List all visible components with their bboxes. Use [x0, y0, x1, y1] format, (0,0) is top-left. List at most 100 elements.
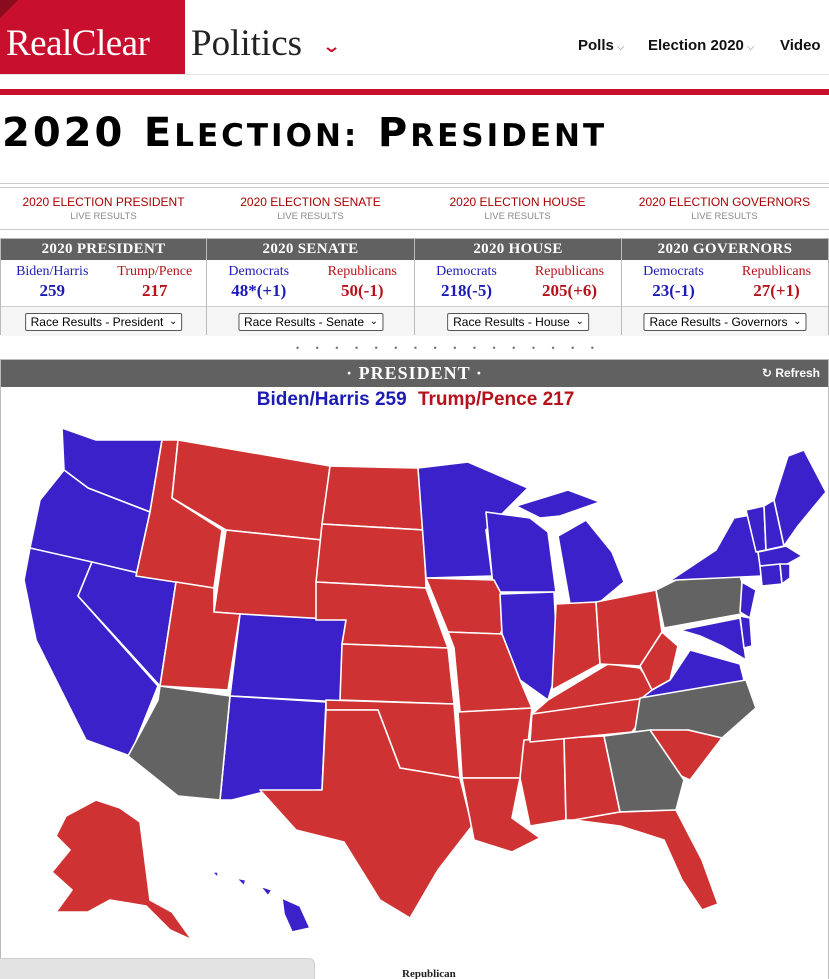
refresh-button[interactable]: ↻ Refresh [762, 366, 820, 380]
select-value: Race Results - Governors [649, 315, 788, 329]
state-sd[interactable] [315, 523, 427, 589]
state-ks[interactable] [339, 643, 455, 705]
state-ct[interactable] [759, 563, 783, 587]
pagination-dots: • • • • • • • • • • • • • • • • [296, 343, 601, 353]
results-links: 2020 ELECTION PRESIDENT LIVE RESULTS 2020… [0, 195, 829, 225]
rep-score-label: Trump/Pence 217 [417, 389, 575, 410]
summary-left-name: Biden/Harris [16, 264, 89, 279]
summary-header: 2020 GOVERNORS [622, 239, 828, 260]
state-ny[interactable] [667, 513, 763, 583]
red-divider [0, 89, 829, 95]
state-mi[interactable] [557, 519, 625, 605]
summary-right-value: 205(+6) [541, 281, 597, 300]
state-ri[interactable] [779, 563, 791, 585]
map-score: Biden/Harris 259 Trump/Pence 217 [1, 389, 829, 411]
map-header-title: · PRESIDENT · [346, 363, 483, 383]
summary-left-name: Democrats [436, 264, 497, 279]
link-subtitle: LIVE RESULTS [277, 211, 344, 222]
legend-republican-label: Republican [402, 968, 456, 979]
state-fl[interactable] [573, 809, 719, 911]
state-az[interactable] [127, 685, 231, 801]
nav-polls-label: Polls [578, 37, 614, 54]
summary-header: 2020 HOUSE [415, 239, 621, 260]
state-mi-up[interactable] [515, 489, 601, 519]
summary-right-value: 27(+1) [753, 281, 800, 300]
title-year: 2020 [2, 110, 126, 156]
link-title: 2020 ELECTION HOUSE [449, 195, 586, 209]
refresh-icon: ↻ [761, 366, 772, 380]
state-ak[interactable] [51, 799, 193, 941]
divider [0, 229, 829, 230]
nav-election-2020[interactable]: Election 2020 ⌵ [648, 37, 754, 54]
title-e: E [143, 110, 175, 156]
logo-corner [0, 0, 18, 18]
summary-right-value: 50(-1) [341, 281, 384, 300]
select-value: Race Results - House [453, 315, 570, 329]
summary-header: 2020 SENATE [207, 239, 414, 260]
link-subtitle: LIVE RESULTS [484, 211, 551, 222]
chevron-down-icon: ⌄ [168, 316, 178, 327]
dem-score-label: Biden/Harris 259 [256, 389, 407, 410]
summary-left-value: 218(-5) [441, 281, 492, 300]
nav-video[interactable]: Video [780, 37, 821, 54]
summary-row: 2020 PRESIDENT Biden/Harris 259 Trump/Pen… [0, 238, 829, 336]
state-md[interactable] [679, 617, 747, 661]
summary-right-name: Trump/Pence [117, 264, 193, 279]
state-hi[interactable] [211, 871, 311, 933]
chevron-down-icon: ⌄ [369, 316, 379, 327]
chevron-down-icon: ⌵ [746, 42, 755, 53]
summary-governors: 2020 GOVERNORS Democrats 23(-1) Republica… [621, 238, 829, 336]
state-de[interactable] [739, 615, 753, 649]
state-ms[interactable] [519, 737, 567, 827]
chevron-down-icon: ⌄ [575, 316, 584, 327]
state-wv[interactable] [639, 631, 679, 691]
race-results-select[interactable]: Race Results - President ⌄ [24, 313, 183, 331]
summary-right-name: Republicans [741, 264, 812, 279]
site-logo[interactable]: RealClear [0, 0, 185, 74]
link-election-house[interactable]: 2020 ELECTION HOUSE LIVE RESULTS [414, 195, 621, 222]
nav-polls[interactable]: Polls ⌵ [578, 37, 624, 54]
summary-left-name: Democrats [643, 264, 704, 279]
state-nm[interactable] [219, 695, 327, 801]
link-subtitle: LIVE RESULTS [691, 211, 758, 222]
us-electoral-map [23, 427, 827, 941]
state-nd[interactable] [321, 465, 425, 531]
state-me[interactable] [773, 449, 827, 547]
chevron-down-icon[interactable]: ⌄ [321, 36, 342, 56]
state-co[interactable] [229, 613, 347, 703]
logo-politics-text[interactable]: Politics [191, 23, 303, 64]
link-title: 2020 ELECTION PRESIDENT [22, 195, 185, 209]
state-nj[interactable] [739, 581, 757, 619]
race-results-select[interactable]: Race Results - Governors ⌄ [643, 313, 807, 331]
nav-election-2020-label: Election 2020 [648, 37, 744, 54]
link-election-governors[interactable]: 2020 ELECTION GOVERNORS LIVE RESULTS [621, 195, 828, 222]
state-wy[interactable] [213, 529, 323, 621]
summary-right-name: Republicans [327, 264, 397, 279]
summary-left-name: Democrats [228, 264, 290, 279]
chevron-down-icon: ⌄ [793, 316, 802, 327]
divider [0, 183, 829, 184]
site-header: RealClear Politics ⌄ Polls ⌵ Election 202… [0, 0, 829, 75]
summary-right-name: Republicans [534, 264, 605, 279]
link-election-president[interactable]: 2020 ELECTION PRESIDENT LIVE RESULTS [0, 195, 207, 222]
nav-video-label: Video [780, 37, 821, 54]
summary-left-value: 48*(+1) [231, 281, 287, 300]
summary-header: 2020 PRESIDENT [1, 239, 206, 260]
title-resident: RESIDENT [410, 118, 608, 154]
map-legend-tab[interactable] [0, 958, 315, 979]
link-election-senate[interactable]: 2020 ELECTION SENATE LIVE RESULTS [207, 195, 414, 222]
summary-house: 2020 HOUSE Democrats 218(-5) Republicans 2… [414, 238, 622, 336]
select-value: Race Results - Senate [243, 315, 365, 329]
title-lection: LECTION: [174, 118, 360, 154]
logo-realclear-text: RealClear [6, 23, 150, 64]
state-wi[interactable] [485, 511, 557, 593]
state-ga[interactable] [603, 729, 685, 813]
select-value: Race Results - President [30, 315, 164, 329]
refresh-label: Refresh [775, 366, 820, 380]
state-tx[interactable] [259, 709, 473, 919]
state-ma[interactable] [757, 545, 803, 567]
race-results-select[interactable]: Race Results - House ⌄ [447, 313, 589, 331]
summary-left-value: 23(-1) [652, 281, 695, 300]
map-header: · PRESIDENT · [1, 360, 828, 387]
race-results-select[interactable]: Race Results - Senate ⌄ [237, 313, 384, 331]
